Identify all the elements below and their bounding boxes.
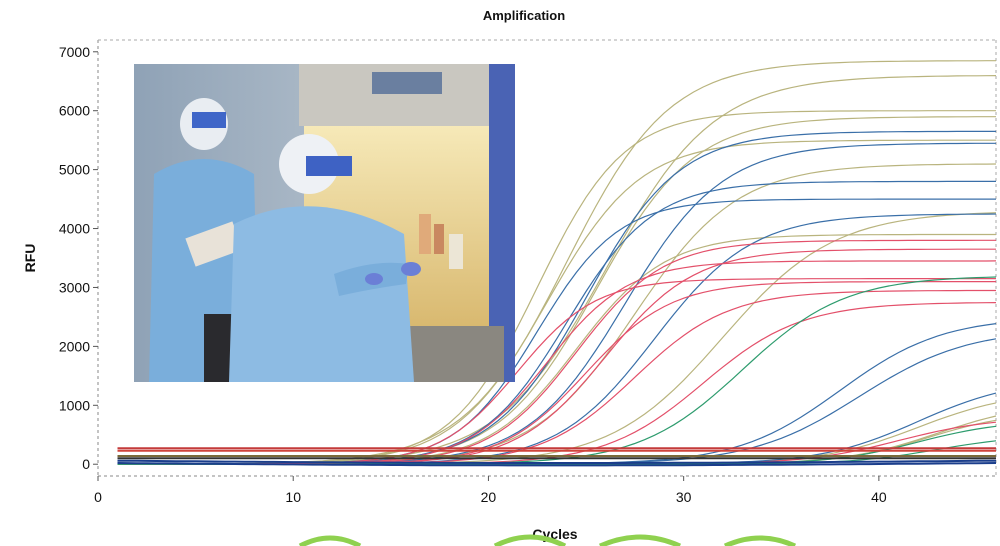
x-axis: 0 10 20 30 40 — [94, 476, 887, 505]
bottom-decoration — [298, 534, 797, 546]
lab-workers-photo — [134, 64, 515, 382]
x-tick-label: 0 — [94, 489, 102, 505]
y-tick-label: 5000 — [59, 162, 90, 178]
y-tick-label: 0 — [82, 456, 90, 472]
x-tick-label: 20 — [481, 489, 497, 505]
y-axis: 0 1000 2000 3000 4000 5000 6000 7000 — [59, 44, 98, 472]
y-tick-label: 7000 — [59, 44, 90, 60]
y-tick-label: 6000 — [59, 103, 90, 119]
y-tick-label: 4000 — [59, 221, 90, 237]
y-tick-label: 1000 — [59, 397, 90, 413]
baseline-curves — [117, 447, 997, 467]
y-tick-label: 3000 — [59, 279, 90, 295]
baseline-curve — [117, 462, 997, 467]
chart-title: Amplification — [483, 8, 565, 23]
baseline-curve — [117, 459, 997, 464]
y-axis-label: RFU — [22, 244, 38, 273]
plot-frame — [97, 39, 997, 477]
x-tick-label: 40 — [871, 489, 887, 505]
x-tick-label: 10 — [285, 489, 301, 505]
y-tick-label: 2000 — [59, 338, 90, 354]
x-tick-label: 30 — [676, 489, 692, 505]
